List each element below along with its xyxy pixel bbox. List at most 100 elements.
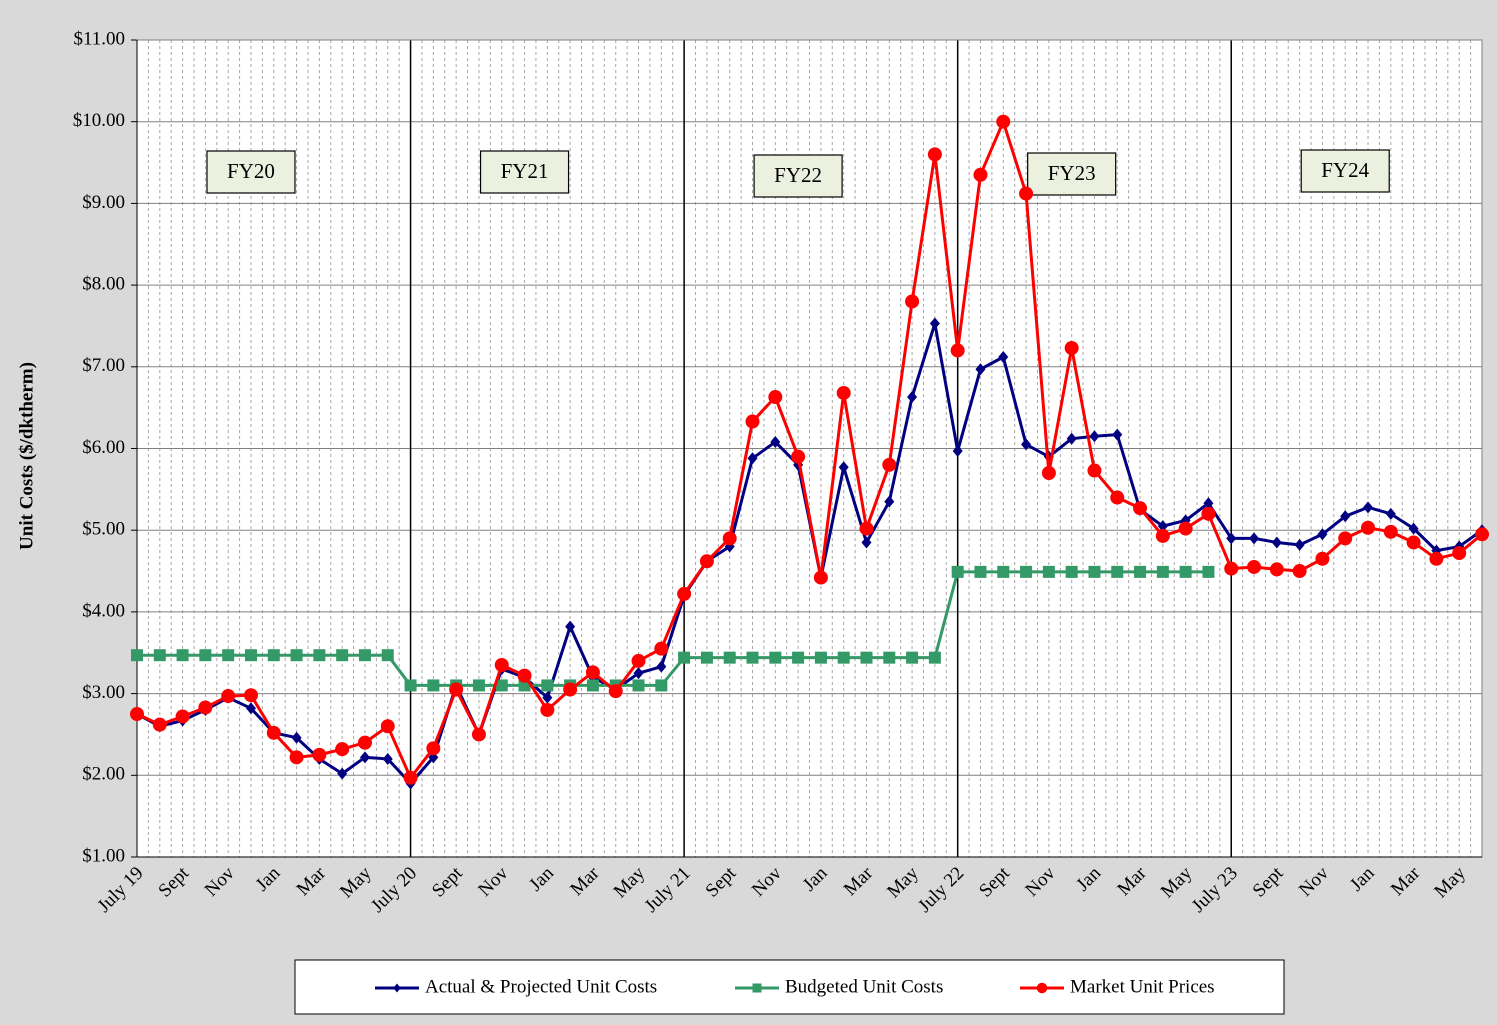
marker: [403, 770, 418, 785]
marker: [1429, 551, 1444, 566]
marker: [1201, 506, 1216, 521]
marker: [427, 679, 440, 692]
marker: [1111, 565, 1124, 578]
marker: [632, 679, 645, 692]
marker: [312, 747, 327, 762]
marker: [974, 565, 987, 578]
marker: [1020, 565, 1033, 578]
marker: [337, 767, 348, 780]
marker: [1133, 501, 1148, 516]
y-tick-label: $7.00: [82, 355, 125, 376]
marker: [814, 651, 827, 664]
marker: [1019, 186, 1034, 201]
marker: [517, 668, 532, 683]
marker: [313, 649, 326, 662]
marker: [997, 565, 1010, 578]
marker: [540, 702, 555, 717]
y-tick-label: $4.00: [82, 600, 125, 621]
y-tick-label: $5.00: [82, 519, 125, 540]
marker: [837, 651, 850, 664]
marker: [631, 653, 646, 668]
marker: [952, 444, 963, 457]
marker: [1361, 520, 1376, 535]
marker: [861, 536, 872, 549]
marker: [222, 649, 235, 662]
marker: [289, 750, 304, 765]
marker: [1249, 532, 1260, 545]
marker: [722, 531, 737, 546]
annotation-box: [206, 150, 296, 194]
marker: [358, 649, 371, 662]
marker: [906, 651, 919, 664]
marker: [1179, 565, 1192, 578]
marker: [907, 391, 918, 404]
marker: [1112, 428, 1123, 441]
marker: [929, 317, 940, 330]
y-tick-label: $8.00: [82, 273, 125, 294]
marker: [1224, 561, 1239, 576]
marker: [813, 570, 828, 585]
marker: [951, 565, 964, 578]
y-tick-label: $9.00: [82, 192, 125, 213]
marker: [1178, 521, 1193, 536]
marker: [996, 114, 1011, 129]
marker: [199, 649, 212, 662]
marker: [335, 742, 350, 757]
marker: [883, 651, 896, 664]
marker: [1036, 982, 1048, 994]
marker: [152, 717, 167, 732]
marker: [1338, 531, 1353, 546]
annotation-box: [1027, 152, 1117, 196]
annotation-box: [753, 154, 843, 198]
marker: [1406, 535, 1421, 550]
marker: [884, 495, 895, 508]
y-tick-label: $3.00: [82, 682, 125, 703]
annotation: FY24: [1321, 158, 1369, 182]
marker: [928, 651, 941, 664]
marker: [381, 649, 394, 662]
marker: [608, 684, 623, 699]
marker: [838, 461, 849, 474]
marker: [1110, 490, 1125, 505]
marker: [1363, 501, 1374, 514]
marker: [1041, 466, 1056, 481]
marker: [655, 679, 668, 692]
marker: [1452, 546, 1467, 561]
marker: [585, 665, 600, 680]
marker: [633, 667, 644, 680]
marker: [723, 651, 736, 664]
marker: [1157, 520, 1168, 533]
marker: [176, 649, 189, 662]
marker: [973, 167, 988, 182]
marker: [791, 449, 806, 464]
marker: [1226, 532, 1237, 545]
legend-label: Actual & Projected Unit Costs: [425, 976, 657, 997]
y-tick-label: $2.00: [82, 764, 125, 785]
marker: [747, 452, 758, 465]
marker: [267, 649, 280, 662]
marker: [882, 457, 897, 472]
marker: [769, 651, 782, 664]
marker: [495, 679, 508, 692]
marker: [1247, 559, 1262, 574]
annotation: FY21: [501, 159, 549, 183]
marker: [449, 682, 464, 697]
marker: [770, 435, 781, 448]
marker: [131, 649, 143, 662]
y-tick-label: $10.00: [73, 110, 125, 131]
legend-label: Budgeted Unit Costs: [785, 976, 943, 997]
marker: [975, 363, 986, 376]
marker: [1065, 565, 1078, 578]
marker: [1271, 536, 1282, 549]
marker: [1088, 565, 1101, 578]
marker: [291, 731, 302, 744]
marker: [1021, 438, 1032, 451]
marker: [950, 343, 965, 358]
marker: [565, 620, 576, 633]
marker: [266, 725, 281, 740]
y-tick-label: $11.00: [73, 28, 125, 49]
marker: [243, 688, 258, 703]
annotation: FY23: [1048, 161, 1096, 185]
marker: [1156, 565, 1169, 578]
